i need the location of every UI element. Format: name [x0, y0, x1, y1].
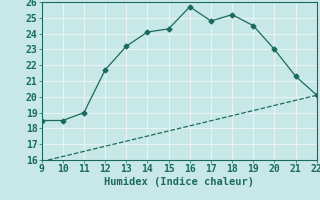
- X-axis label: Humidex (Indice chaleur): Humidex (Indice chaleur): [104, 177, 254, 187]
